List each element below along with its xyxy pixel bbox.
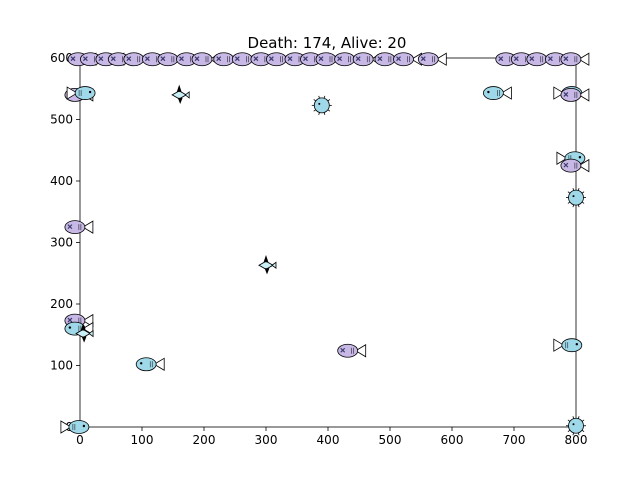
dead-fish [393, 52, 422, 67]
shark [171, 84, 190, 104]
dead-fish [560, 88, 590, 102]
x-tick-label: 200 [193, 433, 216, 447]
x-tick-label: 800 [565, 433, 588, 447]
x-tick-label: 700 [503, 433, 526, 447]
x-tick-label: 600 [441, 433, 464, 447]
status-title: Death: 174, Alive: 20 [248, 34, 407, 52]
dead-fish [560, 52, 590, 67]
y-tick-label: 300 [50, 236, 73, 250]
x-tick-label: 100 [131, 433, 154, 447]
shark [75, 323, 94, 343]
plot-border [79, 57, 577, 428]
fish [482, 86, 512, 100]
fish [135, 357, 165, 372]
fish [66, 86, 96, 100]
x-tick-label: 400 [317, 433, 340, 447]
shark [258, 254, 277, 275]
y-tick-label: 400 [50, 174, 73, 188]
y-tick-label: 100 [50, 359, 73, 373]
x-tick-label: 500 [379, 433, 402, 447]
plot-frame [79, 57, 577, 428]
fish [553, 338, 583, 353]
y-tick-label: 200 [50, 297, 73, 311]
pufferfish [311, 95, 332, 115]
x-tick-label: 300 [255, 433, 278, 447]
dead-fish [337, 343, 367, 358]
dead-fish [64, 220, 94, 235]
fish [60, 420, 90, 434]
fish-layer [60, 52, 590, 436]
pufferfish [566, 416, 586, 436]
y-tick-label: 500 [50, 113, 73, 127]
dead-fish [417, 52, 447, 67]
x-tick-label: 0 [76, 433, 84, 447]
y-tick-label: 600 [50, 51, 73, 65]
pufferfish [566, 187, 586, 208]
dead-fish [560, 158, 590, 173]
